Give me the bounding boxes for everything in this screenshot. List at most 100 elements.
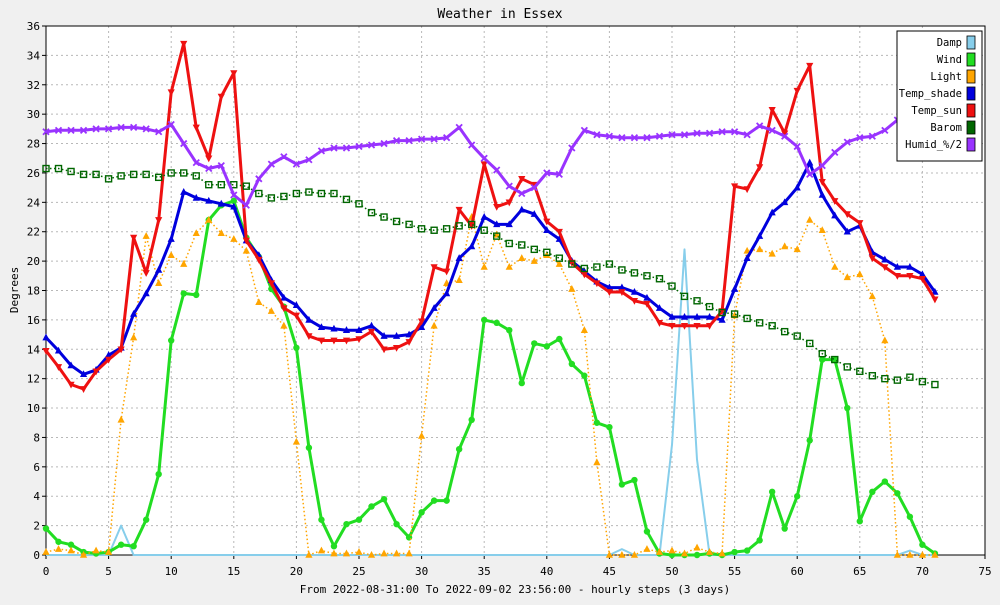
legend-label: Temp_sun: [911, 105, 962, 117]
data-point: [519, 380, 525, 386]
x-tick-label: 0: [43, 565, 50, 578]
data-point: [919, 542, 925, 548]
legend-label: Wind: [937, 54, 962, 66]
legend-swatch: [967, 121, 975, 134]
data-point: [807, 437, 813, 443]
data-point: [356, 517, 362, 523]
data-point: [832, 356, 838, 362]
x-tick-label: 35: [478, 565, 491, 578]
legend-swatch: [967, 138, 975, 151]
y-tick-label: 22: [27, 226, 40, 239]
x-tick-label: 30: [415, 565, 428, 578]
data-point: [343, 521, 349, 527]
data-point: [581, 373, 587, 379]
data-point: [506, 327, 512, 333]
data-point: [481, 317, 487, 323]
data-point: [494, 320, 500, 326]
legend-swatch: [967, 36, 975, 49]
data-point: [368, 503, 374, 509]
y-tick-label: 14: [27, 343, 41, 356]
x-tick-label: 15: [227, 565, 240, 578]
x-tick-label: 45: [603, 565, 616, 578]
legend-label: Damp: [937, 37, 962, 49]
y-tick-label: 20: [27, 255, 40, 268]
data-point: [43, 525, 49, 531]
data-point: [531, 340, 537, 346]
y-tick-label: 34: [27, 49, 41, 62]
data-point: [769, 489, 775, 495]
y-tick-label: 32: [27, 79, 40, 92]
x-axis-label: From 2022-08-31:00 To 2022-09-02 23:56:0…: [300, 583, 730, 596]
data-point: [731, 549, 737, 555]
x-tick-label: 5: [105, 565, 112, 578]
legend-swatch: [967, 104, 975, 117]
data-point: [544, 343, 550, 349]
data-point: [794, 493, 800, 499]
data-point: [606, 424, 612, 430]
legend-label: Humid_%/2: [905, 139, 962, 151]
data-point: [644, 528, 650, 534]
data-point: [781, 525, 787, 531]
data-point: [894, 490, 900, 496]
legend-swatch: [967, 70, 975, 83]
y-tick-label: 36: [27, 20, 40, 33]
data-point: [744, 547, 750, 553]
data-point: [556, 336, 562, 342]
x-tick-label: 70: [916, 565, 929, 578]
y-tick-label: 0: [33, 549, 40, 562]
y-tick-label: 4: [33, 490, 40, 503]
y-tick-label: 16: [27, 314, 40, 327]
y-tick-label: 26: [27, 167, 40, 180]
y-tick-label: 30: [27, 108, 40, 121]
x-tick-label: 75: [978, 565, 991, 578]
x-tick-label: 25: [352, 565, 365, 578]
data-point: [306, 445, 312, 451]
data-point: [468, 417, 474, 423]
y-tick-label: 18: [27, 285, 40, 298]
x-tick-label: 55: [728, 565, 741, 578]
legend-label: Temp_shade: [899, 88, 962, 100]
data-point: [143, 517, 149, 523]
data-point: [293, 345, 299, 351]
data-point: [155, 471, 161, 477]
x-tick-label: 65: [853, 565, 866, 578]
data-point: [694, 552, 700, 558]
data-point: [594, 420, 600, 426]
y-axis-label: Degrees: [8, 267, 21, 313]
data-point: [569, 361, 575, 367]
data-point: [181, 290, 187, 296]
data-point: [393, 521, 399, 527]
data-point: [869, 489, 875, 495]
data-point: [756, 537, 762, 543]
data-point: [431, 497, 437, 503]
data-point: [443, 497, 449, 503]
y-tick-label: 10: [27, 402, 40, 415]
data-point: [418, 509, 424, 515]
x-tick-label: 60: [791, 565, 804, 578]
data-point: [619, 481, 625, 487]
chart-title: Weather in Essex: [437, 7, 562, 22]
legend-label: Light: [930, 71, 962, 83]
y-tick-label: 6: [33, 461, 40, 474]
legend-swatch: [967, 53, 975, 66]
y-tick-label: 12: [27, 373, 40, 386]
y-tick-label: 28: [27, 138, 40, 151]
data-point: [882, 478, 888, 484]
data-point: [118, 542, 124, 548]
data-point: [907, 514, 913, 520]
data-point: [857, 518, 863, 524]
data-point: [318, 517, 324, 523]
y-tick-label: 24: [27, 196, 41, 209]
data-point: [55, 539, 61, 545]
y-tick-label: 2: [33, 520, 40, 533]
x-tick-label: 40: [540, 565, 553, 578]
data-point: [331, 543, 337, 549]
data-point: [381, 496, 387, 502]
data-point: [456, 446, 462, 452]
data-point: [193, 292, 199, 298]
legend: DampWindLightTemp_shadeTemp_sunBaromHumi…: [897, 31, 982, 161]
data-point: [168, 337, 174, 343]
y-tick-label: 8: [33, 431, 40, 444]
